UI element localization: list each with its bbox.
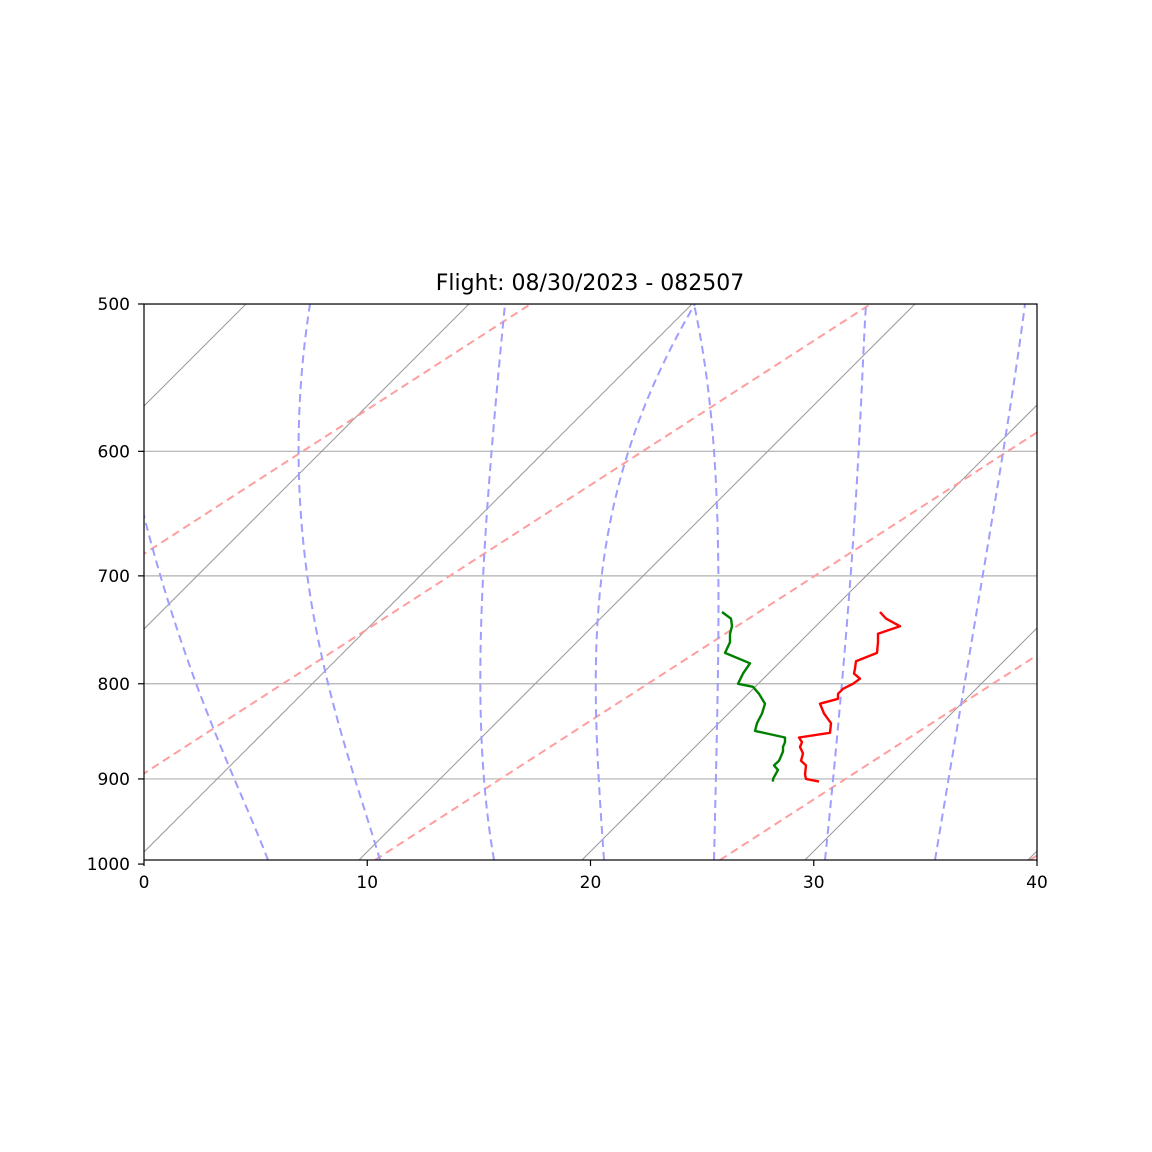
- moist-adiabat-line: [824, 304, 867, 860]
- chart-title: Flight: 08/30/2023 - 082507: [436, 271, 745, 296]
- x-tick-label: 30: [803, 873, 825, 893]
- dry-adiabat-line: [719, 654, 1037, 860]
- isotherm-line: [144, 304, 470, 630]
- y-tick-label: 600: [98, 442, 130, 462]
- dry-adiabat-line: [374, 431, 1037, 860]
- y-tick-label: 700: [98, 567, 130, 587]
- x-tick-label: 40: [1026, 873, 1048, 893]
- moist-adiabat-line: [934, 304, 1026, 860]
- isotherm-line: [804, 627, 1037, 860]
- isotherm-line: [144, 304, 693, 853]
- temperature-line: [797, 611, 902, 783]
- dewpoint-line: [721, 611, 787, 782]
- x-tick-label: 0: [139, 873, 150, 893]
- x-tick-label: 20: [580, 873, 602, 893]
- y-tick-label: 500: [98, 295, 130, 315]
- isotherm-line: [1027, 850, 1037, 860]
- isotherm-line: [144, 304, 247, 407]
- grid-layer: [0, 304, 1037, 860]
- moist-adiabat-line: [297, 304, 381, 860]
- plot-frame: [143, 303, 1038, 861]
- moist-adiabat-line: [693, 304, 720, 860]
- y-tick-label: 900: [98, 770, 130, 790]
- dry-adiabat-line: [1029, 854, 1037, 860]
- isotherm-line: [0, 304, 23, 860]
- moist-adiabat-line: [594, 304, 696, 860]
- x-tick-label: 10: [356, 873, 378, 893]
- dry-adiabat-line: [144, 304, 873, 775]
- series-layer: [721, 611, 902, 783]
- dry-adiabat-line: [144, 304, 533, 555]
- isotherm-line: [581, 404, 1037, 860]
- moist-adiabat-line: [479, 304, 506, 860]
- moist-adiabat-line: [144, 512, 269, 860]
- y-tick-label: 1000: [87, 855, 130, 875]
- y-tick-label: 800: [98, 675, 130, 695]
- isotherm-line: [358, 304, 916, 860]
- ticks-layer: 0 10 20 30 40 500 600 700 800 900 1000: [87, 295, 1048, 893]
